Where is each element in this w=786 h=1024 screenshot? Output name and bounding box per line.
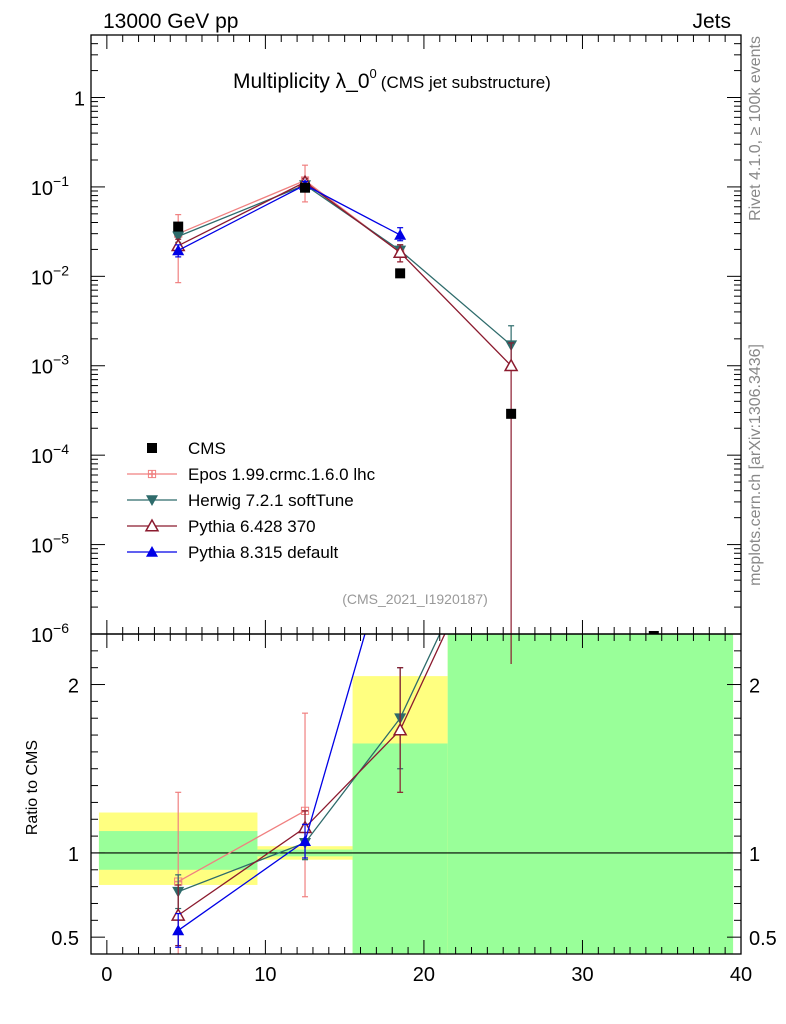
main-line-herwig-7-2-1-softtune xyxy=(177,184,512,346)
legend-label-pythia-6-428-370: Pythia 6.428 370 xyxy=(188,517,316,536)
ratio-band-green xyxy=(447,634,734,954)
main-line-pythia-6-428-370 xyxy=(177,181,512,367)
ratio-point-pythia-8-315-default xyxy=(299,835,312,846)
legend-marker-cms xyxy=(147,443,157,453)
ratio-bands xyxy=(91,634,741,954)
main-series xyxy=(170,164,659,634)
legend-label-herwig-7-2-1-softtune: Herwig 7.2.1 softTune xyxy=(188,491,354,510)
main-point-cms xyxy=(300,182,311,193)
ratio-xtick-label: 30 xyxy=(571,964,593,986)
main-ytick-label-exp: −4 xyxy=(53,441,69,457)
main-ytick-label-exp: −6 xyxy=(53,620,69,636)
legend-marker-herwig-7-2-1-softtune xyxy=(146,495,158,506)
legend-label-pythia-8-315-default: Pythia 8.315 default xyxy=(188,543,339,562)
main-ytick-label-base: 10 xyxy=(31,625,53,647)
main-ytick-label: 10−2 xyxy=(31,262,69,289)
mcplots-label: mcplots.cern.ch [arXiv:1306.3436] xyxy=(747,344,764,586)
main-point-cms xyxy=(506,408,517,419)
ratio-line-pythia-6-428-370 xyxy=(177,634,446,916)
ratio-xtick-label: 10 xyxy=(254,964,276,986)
ratio-series xyxy=(170,634,512,954)
main-point-cms xyxy=(648,630,659,634)
main-ytick-label-exp: −1 xyxy=(53,173,69,189)
ratio-xtick-label: 40 xyxy=(730,964,752,986)
main-ytick-label-base: 10 xyxy=(31,536,53,558)
main-ytick-label: 10−4 xyxy=(31,441,69,468)
rivet-label: Rivet 4.1.0, ≥ 100k events xyxy=(747,36,764,221)
main-ytick-label: 1 xyxy=(74,88,85,110)
ratio-ytick-label: 2 xyxy=(68,676,79,698)
legend-marker-epos-1-99-crmc-1-6-0-lhc-box xyxy=(147,469,157,479)
ratio-ytick-label-right: 2 xyxy=(749,676,760,698)
main-ytick-label-base: 10 xyxy=(31,267,53,289)
ratio-point-pythia-8-315-default xyxy=(172,924,185,936)
main-ytick-label: 10−3 xyxy=(31,352,69,379)
ratio-ytick-label: 1 xyxy=(68,844,79,866)
analysis-label: (CMS_2021_I1920187) xyxy=(342,591,488,607)
main-point-pythia-6-428-370 xyxy=(503,358,519,372)
ratio-xtick-label: 0 xyxy=(101,964,112,986)
main-point-pythia-6-428-370 xyxy=(392,244,408,258)
main-point-pythia-8-315-default xyxy=(172,244,185,256)
main-ytick-label-base: 10 xyxy=(31,357,53,379)
energy-label: 13000 GeV pp xyxy=(103,10,238,33)
main-point-cms xyxy=(395,268,406,279)
ratio-ytick-label-right: 1 xyxy=(749,844,760,866)
main-ytick-label-exp: −5 xyxy=(53,531,69,547)
main-ytick-label: 10−6 xyxy=(31,620,69,647)
ratio-point-pythia-6-428-370 xyxy=(392,722,408,736)
main-ytick-label-exp: −3 xyxy=(53,352,69,368)
chart-title: Multiplicity λ_00 (CMS jet substructure) xyxy=(233,66,551,93)
main-point-cms xyxy=(173,221,184,232)
ratio-ytick-label: 0.5 xyxy=(51,928,79,950)
main-ytick-label: 10−1 xyxy=(31,173,69,200)
legend-marker-pythia-8-315-default xyxy=(146,546,158,557)
axes: 10−610−510−410−310−210−110 10 20 30 400.5 0.5… xyxy=(31,34,777,986)
ratio-xtick-label: 20 xyxy=(413,964,435,986)
main-ytick-label: 10−5 xyxy=(31,531,69,558)
main-point-herwig-7-2-1-softtune xyxy=(172,231,185,243)
legend-label-epos-1-99-crmc-1-6-0-lhc: Epos 1.99.crmc.1.6.0 lhc xyxy=(188,465,376,484)
process-label: Jets xyxy=(692,10,731,33)
ratio-frame xyxy=(90,633,742,955)
ratio-ylabel: Ratio to CMS xyxy=(24,740,41,835)
main-ytick-label-base: 10 xyxy=(31,178,53,200)
ratio-ytick-label-right: 0.5 xyxy=(749,928,777,950)
legend-label-cms: CMS xyxy=(188,439,226,458)
main-ytick-label-base: 10 xyxy=(31,446,53,468)
legend-marker-epos-1-99-crmc-1-6-0-lhc xyxy=(148,470,156,478)
legend: CMS Epos 1.99.crmc.1.6.0 lhc Herwig 7.2.1 … xyxy=(127,439,376,562)
legend-marker-pythia-6-428-370 xyxy=(144,518,160,532)
ratio-line-epos-1-99-crmc-1-6-0-lhc xyxy=(177,810,306,883)
main-ytick-label-exp: −2 xyxy=(53,262,69,278)
main-line-pythia-8-315-default xyxy=(177,184,401,251)
main-point-pythia-8-315-default xyxy=(394,228,407,240)
ratio-line-herwig-7-2-1-softtune xyxy=(177,634,441,893)
